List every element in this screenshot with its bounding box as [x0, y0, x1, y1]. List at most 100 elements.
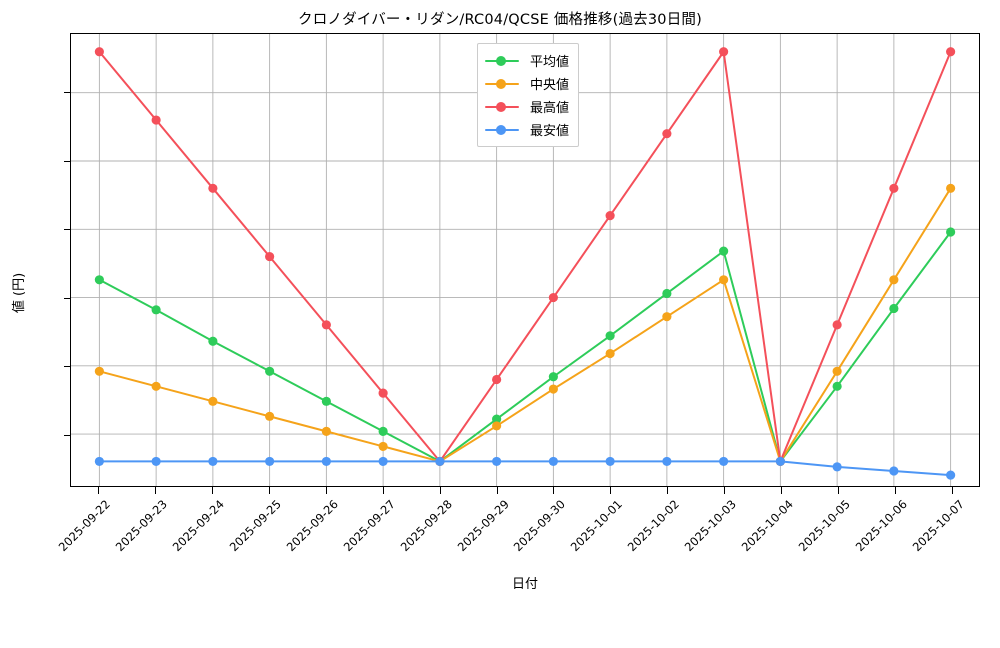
legend-item-label: 平均値 — [530, 55, 570, 70]
data-point-marker — [889, 303, 899, 314]
y-axis-label: 値 (円) — [12, 272, 27, 314]
x-axis-tick-mark — [724, 487, 726, 494]
x-axis-tick-mark — [496, 487, 498, 494]
data-point-marker — [265, 366, 275, 376]
legend-item-label: 最高値 — [530, 101, 570, 116]
legend-item[interactable]: 最安値 — [485, 118, 569, 141]
data-point-marker — [208, 183, 218, 193]
data-point-marker — [605, 211, 615, 221]
data-point-marker — [265, 411, 275, 421]
series-line — [98, 187, 952, 463]
legend-item-label: 最安値 — [530, 124, 570, 139]
data-point-marker — [378, 456, 388, 466]
data-point-marker — [889, 466, 899, 476]
series-line — [98, 231, 952, 463]
data-point-marker — [662, 288, 672, 299]
data-point-marker — [605, 456, 615, 466]
data-point-marker — [946, 183, 956, 193]
data-point-marker — [378, 426, 388, 436]
data-point-marker — [946, 470, 956, 480]
data-point-marker — [889, 183, 899, 193]
x-axis-tick-mark — [269, 487, 271, 494]
data-point-marker — [492, 456, 502, 466]
data-point-marker — [832, 366, 842, 376]
data-point-marker — [662, 312, 672, 322]
x-axis-tick-mark — [894, 487, 896, 494]
data-series-layer — [94, 47, 956, 480]
data-point-marker — [321, 396, 331, 406]
data-point-marker — [946, 227, 956, 237]
data-point-marker — [662, 129, 672, 139]
data-point-marker — [605, 348, 615, 359]
legend-swatch-icon — [485, 78, 519, 90]
data-point-marker — [94, 47, 104, 57]
data-point-marker — [265, 252, 275, 262]
series-line — [98, 460, 952, 477]
legend-item[interactable]: 平均値 — [485, 49, 569, 72]
data-point-marker — [832, 320, 842, 330]
data-point-marker — [832, 381, 842, 391]
y-axis-tick-mark — [63, 297, 70, 299]
data-point-marker — [946, 47, 956, 57]
data-point-marker — [378, 441, 388, 451]
x-axis-tick-mark — [155, 487, 157, 494]
data-point-marker — [662, 456, 672, 466]
legend-item[interactable]: 最高値 — [485, 95, 569, 118]
data-point-marker — [321, 320, 331, 330]
data-point-marker — [548, 384, 558, 394]
legend-item-label: 中央値 — [530, 78, 570, 93]
plot-area — [70, 33, 980, 487]
y-axis-tick-mark — [63, 434, 70, 436]
data-point-marker — [605, 331, 615, 341]
data-point-marker — [775, 456, 785, 466]
data-point-marker — [321, 456, 331, 466]
x-axis-tick-mark — [667, 487, 669, 494]
data-point-marker — [492, 414, 502, 424]
x-axis-tick-mark — [212, 487, 214, 494]
legend-swatch-icon — [485, 124, 519, 136]
data-point-marker — [719, 246, 729, 256]
data-point-marker — [94, 366, 104, 376]
x-axis-tick-mark — [98, 487, 100, 494]
y-axis-tick-mark — [63, 91, 70, 93]
data-point-marker — [548, 372, 558, 382]
y-axis-tick-mark — [63, 229, 70, 231]
gridlines — [71, 34, 979, 486]
data-point-marker — [889, 275, 899, 285]
series-line — [98, 50, 952, 463]
data-point-marker — [548, 292, 558, 303]
data-point-marker — [719, 456, 729, 466]
x-axis-tick-mark — [439, 487, 441, 494]
data-point-marker — [492, 421, 502, 431]
x-axis-label: 日付 — [511, 577, 538, 592]
y-axis-label-container: 値 (円) — [8, 33, 30, 487]
y-axis-tick-mark — [63, 366, 70, 368]
chart-title: クロノダイバー・リダン/RC04/QCSE 価格推移(過去30日間) — [298, 12, 702, 28]
x-axis-tick-mark — [837, 487, 839, 494]
data-point-marker — [151, 381, 161, 391]
data-point-marker — [151, 305, 161, 315]
data-point-marker — [151, 115, 161, 125]
data-point-marker — [208, 336, 218, 346]
legend-item[interactable]: 中央値 — [485, 72, 569, 95]
legend-swatch-icon — [485, 101, 519, 113]
x-axis-tick-mark — [325, 487, 327, 494]
data-point-marker — [492, 374, 502, 385]
x-axis-tick-mark — [553, 487, 555, 494]
x-axis-tick-mark — [610, 487, 612, 494]
data-point-marker — [94, 275, 104, 285]
data-point-marker — [321, 426, 331, 436]
data-point-marker — [151, 456, 161, 466]
chart-legend: 平均値中央値最高値最安値 — [477, 43, 580, 147]
y-axis-tick-mark — [63, 160, 70, 162]
data-point-marker — [208, 396, 218, 406]
data-point-marker — [719, 275, 729, 285]
data-point-marker — [94, 456, 104, 466]
data-point-marker — [832, 462, 842, 472]
chart-figure: クロノダイバー・リダン/RC04/QCSE 価格推移(過去30日間) 値 (円)… — [8, 12, 980, 592]
data-point-marker — [548, 456, 558, 466]
data-point-marker — [435, 456, 445, 466]
data-point-marker — [378, 388, 388, 398]
data-point-marker — [208, 456, 218, 466]
x-axis-tick-mark — [951, 487, 953, 494]
